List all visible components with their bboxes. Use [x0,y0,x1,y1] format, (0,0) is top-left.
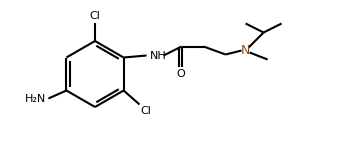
Text: O: O [176,69,185,79]
Text: NH: NH [150,51,166,61]
Text: Cl: Cl [141,105,151,116]
Text: Cl: Cl [90,11,100,21]
Text: N: N [241,44,250,57]
Text: H₂N: H₂N [25,93,46,103]
